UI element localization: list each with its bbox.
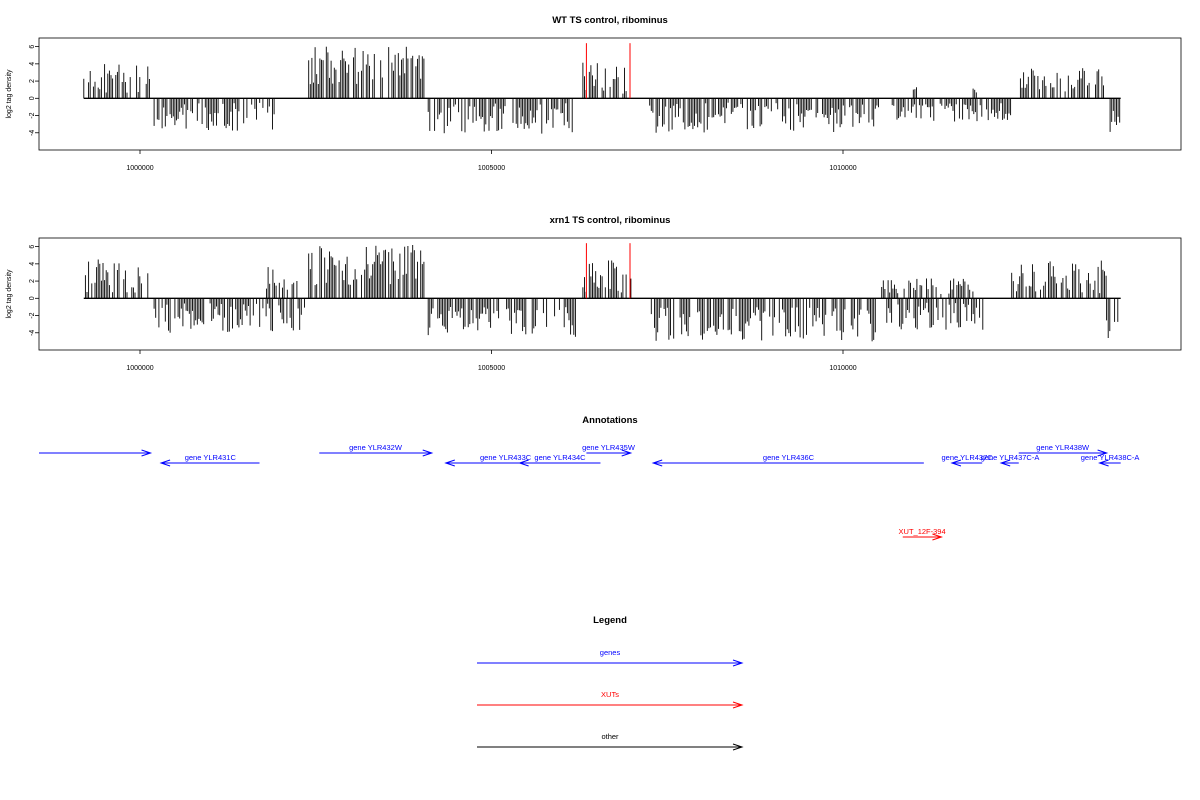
wt-y-tick-label: 2 [29,79,36,83]
xrn1-y-tick-label: 0 [29,296,36,300]
legend-label: genes [600,648,621,657]
feature-arrow-head [141,449,153,457]
xrn1-y-tick-label: 6 [29,245,36,249]
feature-arrow-head [518,459,529,467]
wt-density-panel: WT TS control, ribominus log2 tag densit… [6,15,1182,172]
xrn1-y-tick-label: -4 [29,330,36,336]
wt-density-bars [83,43,1121,134]
xrn1-x-tick-label: 1010000 [829,365,856,372]
feature-label: gene YLR434C [534,453,586,462]
legend-title: Legend [593,615,627,626]
wt-plot-frame [38,37,1182,151]
legend: Legend genes XUTs other [477,615,744,751]
legend-arrow-head [732,743,744,751]
feature-arrow-head [621,449,633,457]
feature-arrow-head [1098,459,1109,467]
annotations-title: Annotations [582,415,637,426]
wt-axes: -4 -2 0 2 4 6 1000000 1005000 1010000 [29,45,857,172]
wt-x-tick-label: 1005000 [478,165,505,172]
feature-label: gene YLR438W [1036,443,1090,452]
feature-label: gene YLR431C [185,453,237,462]
wt-x-tick-label: 1010000 [829,165,856,172]
wt-y-tick-label: 4 [29,62,36,66]
annotations-track: Annotations gene YLR431C gene YLR432W gene… [39,415,1140,541]
wt-y-tick-label: 6 [29,45,36,49]
feature-arrow-head [422,449,434,457]
wt-y-tick-label: -4 [29,130,36,136]
wt-y-tick-label: 0 [29,96,36,100]
xrn1-axes: -4 -2 0 2 4 6 1000000 1005000 1010000 [29,245,857,372]
xrn1-density-panel: xrn1 TS control, ribominus log2 tag dens… [6,215,1182,372]
feature-label: XUT_12F-394 [899,527,946,536]
legend-arrow-head [732,659,744,667]
feature-label: gene YLR438C-A [1081,453,1140,462]
legend-arrow-head [732,701,744,709]
feature-arrow-head [1097,449,1109,457]
feature-label: gene YLR435W [582,443,636,452]
xrn1-y-axis-label: log2 tag density [6,269,13,319]
feature-arrow-head [159,459,171,467]
xrn1-density-bars [83,243,1121,342]
feature-arrow-head [651,459,663,467]
feature-label: gene YLR437C-A [981,453,1040,462]
feature-label: gene YLR436C [763,453,815,462]
xrn1-panel-title: xrn1 TS control, ribominus [550,215,671,226]
legend-label: other [601,732,619,741]
xrn1-y-tick-label: 2 [29,279,36,283]
wt-y-axis-label: log2 tag density [6,69,13,119]
wt-x-tick-label: 1000000 [126,165,153,172]
feature-arrow-head [932,533,944,541]
xrn1-y-tick-label: 4 [29,262,36,266]
legend-label: XUTs [601,690,619,699]
legend-items: genes XUTs other [477,648,744,751]
xrn1-plot-frame [38,237,1182,351]
feature-arrow-head [999,459,1011,467]
wt-y-tick-label: -2 [29,112,36,118]
wt-panel-title: WT TS control, ribominus [552,15,668,26]
feature-arrow-head [444,459,455,467]
feature-label: gene YLR433C [480,453,532,462]
feature-label: gene YLR437C [942,453,994,462]
feature-arrow-head [950,459,962,467]
xrn1-x-tick-label: 1000000 [126,365,153,372]
xrn1-y-tick-label: -2 [29,312,36,318]
xrn1-x-tick-label: 1005000 [478,365,505,372]
feature-label: gene YLR432W [349,443,403,452]
